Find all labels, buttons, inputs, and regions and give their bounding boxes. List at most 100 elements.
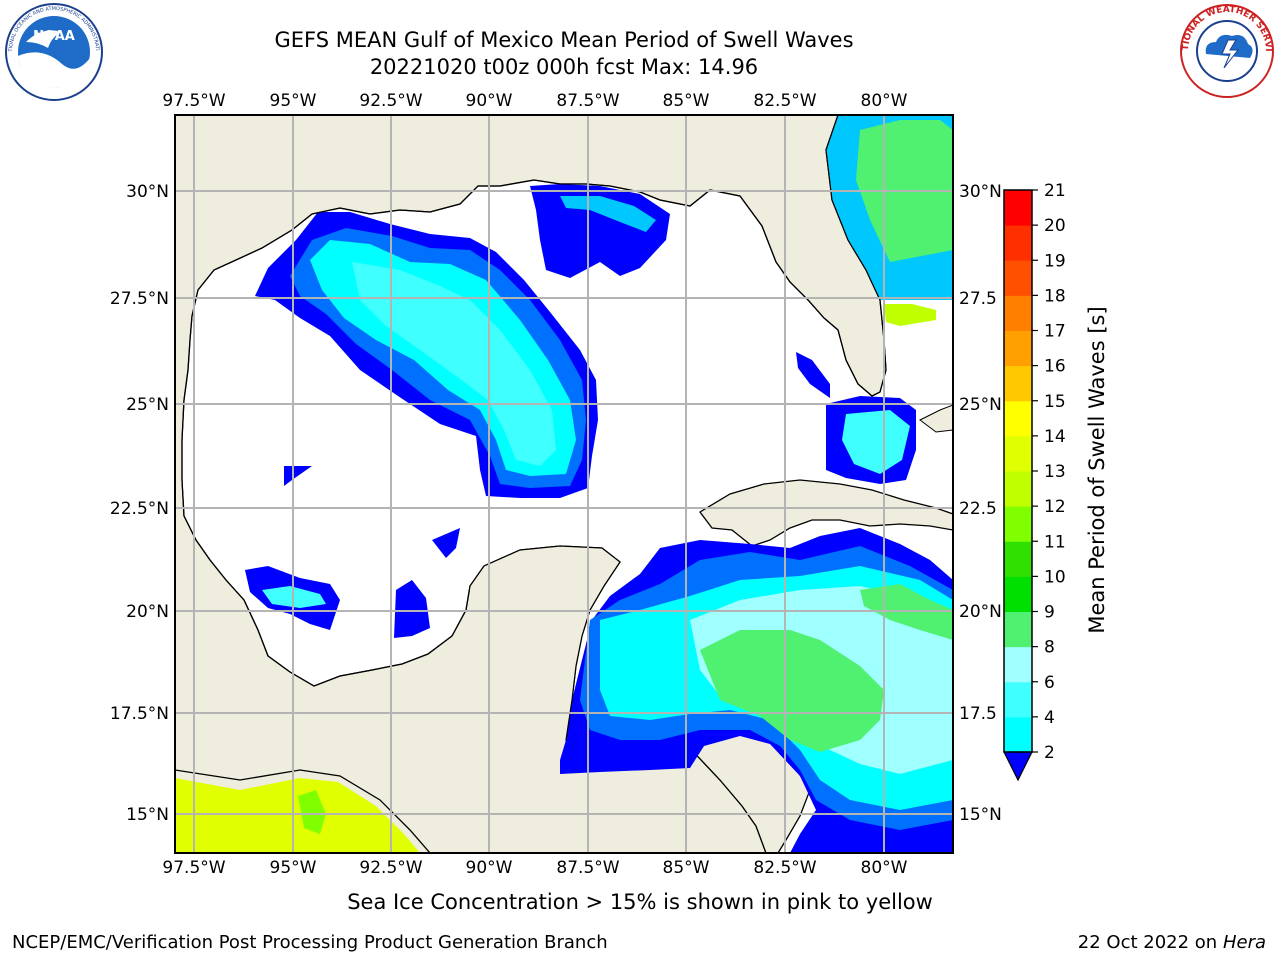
swell-region-caribbean-green xyxy=(700,630,884,752)
lat-label: 20°N xyxy=(959,602,1002,622)
map-frame xyxy=(174,114,954,854)
colorbar-ticks: 2 4 6 8 9 10 11 12 13 14 15 16 17 18 19 20 21 xyxy=(1032,181,1066,763)
footer-credit: NCEP/EMC/Verification Post Processing Pr… xyxy=(12,932,608,953)
colorbar-swatch xyxy=(1004,681,1032,718)
colorbar-swatch xyxy=(1004,190,1032,226)
map-title: GEFS MEAN Gulf of Mexico Mean Period of … xyxy=(274,28,854,52)
lat-label: 22.5 xyxy=(959,499,997,519)
lon-labels-top: 97.5°W 95°W 92.5°W 90°W 87.5°W 85°W 82.5… xyxy=(162,91,907,111)
swell-region-campeche xyxy=(394,580,430,638)
colorbar-swatch xyxy=(1004,295,1032,331)
lon-label: 92.5°W xyxy=(359,91,422,111)
colorbar-tick-label: 14 xyxy=(1044,427,1066,447)
colorbar-tick-label: 18 xyxy=(1044,286,1066,306)
lat-label: 17.5°N xyxy=(110,704,169,724)
colorbar-swatch xyxy=(1004,260,1032,296)
lat-label: 30°N xyxy=(959,182,1002,202)
colorbar-swatch xyxy=(1004,400,1032,437)
lat-label: 17.5 xyxy=(959,704,997,724)
lon-label: 85°W xyxy=(663,858,710,878)
lat-label: 27.5°N xyxy=(110,289,169,309)
lon-label: 95°W xyxy=(270,91,317,111)
colorbar-tick-label: 10 xyxy=(1044,567,1066,587)
swell-region-pacific-green xyxy=(298,790,326,834)
lon-label: 92.5°W xyxy=(359,858,422,878)
lon-label: 82.5°W xyxy=(753,858,816,878)
lon-label: 80°W xyxy=(861,858,908,878)
colorbar-tick-label: 16 xyxy=(1044,357,1066,377)
swell-region-sw-florida xyxy=(796,352,830,398)
footer-date: 22 Oct 2022 on Hera xyxy=(1078,932,1266,953)
colorbar-swatch xyxy=(1004,330,1032,367)
colorbar-swatch xyxy=(1004,506,1032,542)
nws-logo: NATIONAL WEATHER SERVICE xyxy=(1176,2,1274,98)
colorbar-extend-arrow xyxy=(1003,751,1033,782)
lon-label: 85°W xyxy=(663,91,710,111)
lon-label: 97.5°W xyxy=(162,91,225,111)
lon-label: 90°W xyxy=(466,858,513,878)
lon-label: 97.5°W xyxy=(162,858,225,878)
lat-label: 20°N xyxy=(126,602,169,622)
colorbar-tick-label: 20 xyxy=(1044,216,1066,236)
map-plot-area xyxy=(175,115,953,853)
swell-region-northeast-gulf-inner xyxy=(560,196,656,232)
lon-label: 80°W xyxy=(861,91,908,111)
footer-machine: Hera xyxy=(1222,932,1266,953)
lat-label: 15°N xyxy=(959,805,1002,825)
colorbar: 2 4 6 8 9 10 11 12 13 14 15 16 17 18 19 20 21 xyxy=(1003,181,1066,782)
colorbar-swatch xyxy=(1004,471,1032,507)
land-cuba xyxy=(699,479,953,547)
map-subtitle: 20221020 t00z 000h fcst Max: 14.96 xyxy=(369,55,759,79)
map-gridlines xyxy=(175,115,953,853)
footer-date-text: 22 Oct 2022 on xyxy=(1077,932,1223,953)
colorbar-swatch xyxy=(1004,541,1032,577)
lat-label: 22.5°N xyxy=(110,499,169,519)
swell-region-small-2 xyxy=(432,528,460,558)
lat-label: 27.5 xyxy=(959,289,997,309)
colorbar-swatch xyxy=(1004,611,1032,648)
lat-label: 15°N xyxy=(126,805,169,825)
lon-labels-bottom: 97.5°W 95°W 92.5°W 90°W 87.5°W 85°W 82.5… xyxy=(162,858,907,878)
lon-label: 95°W xyxy=(270,858,317,878)
colorbar-tick-label: 2 xyxy=(1044,743,1055,763)
colorbar-tick-label: 13 xyxy=(1044,462,1066,482)
colorbar-swatches xyxy=(1004,190,1032,753)
colorbar-tick-label: 6 xyxy=(1044,673,1055,693)
colorbar-tick-label: 4 xyxy=(1044,708,1055,728)
colorbar-swatch xyxy=(1004,646,1032,683)
colorbar-tick-label: 17 xyxy=(1044,322,1066,342)
colorbar-tick-label: 9 xyxy=(1044,603,1055,623)
lon-label: 82.5°W xyxy=(753,91,816,111)
lat-label: 25°N xyxy=(959,395,1002,415)
lat-label: 25°N xyxy=(126,395,169,415)
colorbar-tick-label: 12 xyxy=(1044,497,1066,517)
colorbar-swatch xyxy=(1004,435,1032,472)
swell-region-pacific xyxy=(175,778,420,853)
lat-label: 30°N xyxy=(126,182,169,202)
land-yucatan xyxy=(470,546,620,740)
colorbar-tick-label: 15 xyxy=(1044,392,1066,412)
colorbar-tick-label: 21 xyxy=(1044,181,1066,201)
lon-label: 87.5°W xyxy=(556,858,619,878)
colorbar-swatch xyxy=(1004,365,1032,402)
noaa-logo: NOAA NATIONAL OCEANIC AND ATMOSPHERIC AD… xyxy=(2,2,103,101)
colorbar-tick-label: 8 xyxy=(1044,638,1055,658)
lat-labels-right: 30°N 27.5 25°N 22.5 20°N 17.5 15°N xyxy=(959,182,1002,825)
swell-region-small-1 xyxy=(284,466,312,486)
lat-labels-left: 30°N 27.5°N 25°N 22.5°N 20°N 17.5°N 15°N xyxy=(110,182,169,825)
noaa-logo-text: NOAA xyxy=(33,29,75,44)
lon-label: 90°W xyxy=(466,91,513,111)
colorbar-tick-label: 19 xyxy=(1044,251,1066,271)
swell-region-gulf-north-light xyxy=(352,262,556,466)
sea-ice-note: Sea Ice Concentration > 15% is shown in … xyxy=(347,890,933,914)
swell-region-straits-inner xyxy=(842,410,910,474)
colorbar-title: Mean Period of Swell Waves [s] xyxy=(1085,306,1109,634)
colorbar-swatch xyxy=(1004,716,1032,753)
colorbar-swatch xyxy=(1004,576,1032,612)
lon-label: 87.5°W xyxy=(556,91,619,111)
colorbar-tick-label: 11 xyxy=(1044,532,1066,552)
land-bahamas xyxy=(919,404,953,433)
colorbar-swatch xyxy=(1004,225,1032,261)
swell-region-atlantic-yellow xyxy=(884,304,936,326)
